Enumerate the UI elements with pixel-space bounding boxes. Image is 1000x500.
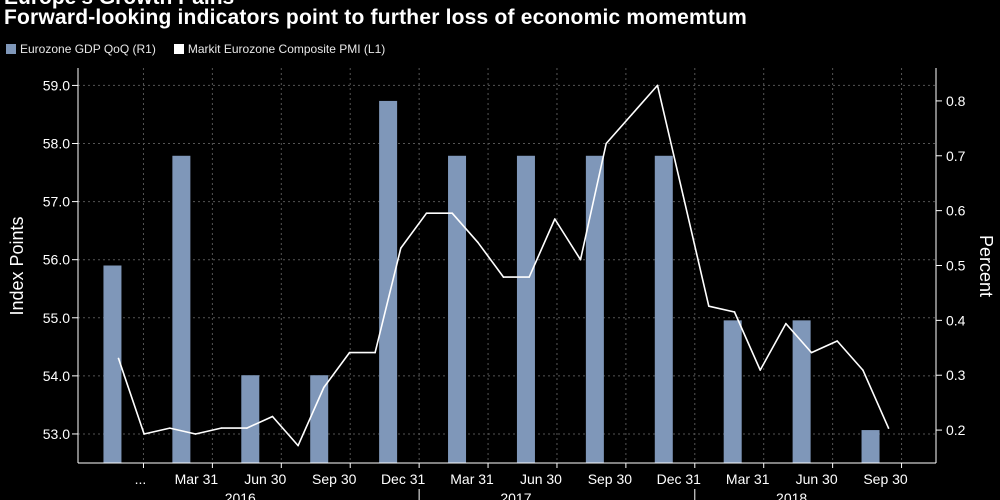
pmi-point (708, 305, 710, 307)
pmi-point (400, 247, 402, 249)
pmi-point (246, 427, 248, 429)
legend-label-pmi: Markit Eurozone Composite PMI (L1) (187, 42, 386, 56)
legend-label-gdp: Eurozone GDP QoQ (R1) (20, 42, 156, 56)
x-tick-label: Mar 31 (175, 471, 219, 487)
gdp-bar (654, 155, 673, 463)
legend-swatch-pmi (173, 44, 184, 54)
pmi-point (810, 351, 813, 354)
legend-swatch-gdp (6, 44, 16, 54)
x-tick-label: Sep 30 (588, 471, 633, 487)
right-tick-label: 0.3 (946, 367, 966, 383)
pmi-line (117, 84, 890, 447)
clipped-title: Europe's Growth Pains (4, 0, 234, 10)
x-tick-label: Jun 30 (244, 471, 286, 487)
left-tick-label: 54.0 (43, 368, 70, 384)
right-tick-label: 0.6 (946, 203, 966, 219)
pmi-point (785, 322, 787, 325)
gdp-bar (585, 155, 604, 463)
x-tick-label: Sep 30 (312, 471, 357, 487)
pmi-point (656, 84, 659, 87)
pmi-point (220, 427, 222, 429)
legend-item-pmi: Markit Eurozone Composite PMI (L1) (173, 42, 386, 56)
gdp-bar (723, 320, 742, 463)
pmi-point (323, 386, 325, 389)
pmi-point (887, 427, 890, 429)
pmi-point (374, 351, 376, 354)
pmi-point (682, 194, 684, 197)
gdp-bar (241, 375, 260, 463)
left-tick-label: 58.0 (43, 136, 70, 152)
pmi-point (117, 357, 120, 360)
pmi-point (271, 415, 274, 418)
right-tick-label: 0.4 (946, 312, 966, 328)
gdp-bar (516, 155, 535, 463)
year-label: 2018 (776, 490, 807, 500)
gdp-bar (448, 155, 467, 463)
pmi-point (451, 212, 453, 215)
axes: 53.0 54.0 55.0 56.0 57.0 58.0 59.0 0.2 0.3 0.4 0.5… (43, 68, 966, 500)
year-label: 2017 (500, 490, 531, 500)
pmi-point (425, 212, 428, 215)
left-tick-label: 56.0 (43, 252, 70, 268)
left-tick-label: 55.0 (43, 310, 70, 326)
pmi-point (733, 311, 736, 313)
x-tick-label: ... (135, 471, 147, 487)
right-tick-label: 0.7 (946, 148, 966, 164)
pmi-point (631, 113, 633, 116)
x-tick-label: Jun 30 (520, 471, 562, 487)
gdp-bar (379, 100, 398, 464)
x-tick-label: Dec 31 (381, 471, 426, 487)
chart-title: Forward-looking indicators point to furt… (4, 6, 748, 29)
pmi-point (605, 142, 607, 145)
left-tick-label: 57.0 (43, 194, 70, 210)
pmi-point (579, 258, 582, 261)
right-axis-label: Percent (976, 235, 996, 297)
pmi-point (297, 444, 299, 447)
gdp-bar (792, 320, 811, 463)
x-tick-label: Sep 30 (863, 471, 908, 487)
right-tick-label: 0.8 (946, 93, 966, 109)
gdp-bar (172, 155, 191, 463)
gdp-bar (310, 375, 329, 463)
pmi-point (143, 433, 145, 435)
legend-item-gdp: Eurozone GDP QoQ (R1) (6, 42, 156, 56)
left-axis-label: Index Points (7, 216, 27, 315)
pmi-point (528, 276, 530, 278)
right-tick-label: 0.2 (946, 422, 966, 438)
pmi-point (502, 276, 505, 278)
x-tick-label: Jun 30 (796, 471, 838, 487)
pmi-point (759, 369, 761, 371)
pmi-point (477, 241, 479, 244)
pmi-point (862, 369, 864, 371)
right-tick-label: 0.5 (946, 258, 966, 274)
gdp-bar (103, 265, 122, 463)
pmi-point (348, 351, 351, 354)
x-tick-label: Mar 31 (726, 471, 770, 487)
year-label: 2016 (225, 490, 256, 500)
x-tick-label: Dec 31 (657, 471, 702, 487)
pmi-point (168, 427, 171, 429)
legend: Eurozone GDP QoQ (R1) Markit Eurozone Co… (6, 42, 395, 56)
gdp-bar (861, 430, 880, 463)
pmi-point (194, 433, 197, 435)
pmi-point (554, 218, 556, 220)
pmi-line-group (117, 84, 890, 447)
left-tick-label: 59.0 (43, 77, 70, 93)
left-tick-label: 53.0 (43, 426, 70, 442)
gdp-bars (103, 100, 880, 464)
x-tick-label: Mar 31 (450, 471, 494, 487)
pmi-point (836, 340, 838, 342)
